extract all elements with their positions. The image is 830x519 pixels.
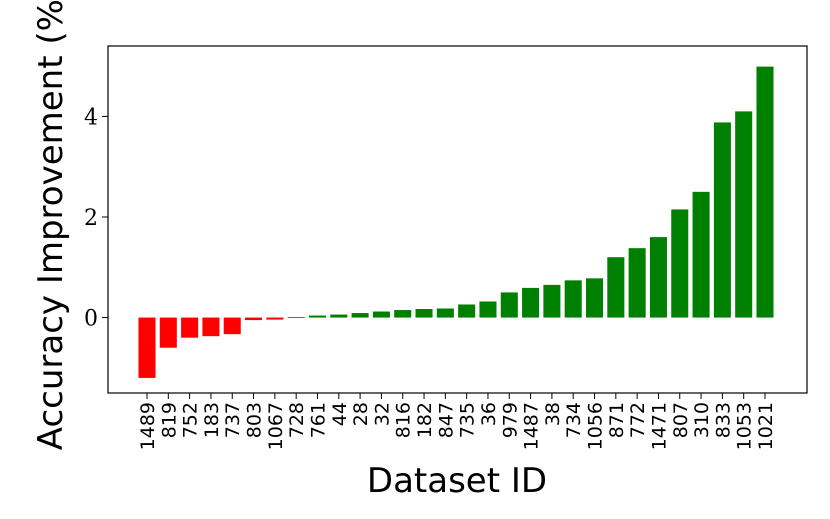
bar-833 xyxy=(713,122,731,318)
x-tick-label: 1471 xyxy=(648,402,670,450)
x-tick-label: 36 xyxy=(478,402,500,426)
y-axis-ticks: 0 2 4 xyxy=(84,105,108,332)
x-tick-label: 979 xyxy=(499,402,521,438)
bar-1053 xyxy=(735,111,753,318)
bar-1067 xyxy=(266,317,284,320)
y-tick-label: 2 xyxy=(84,206,98,231)
bar-761 xyxy=(308,315,327,318)
x-tick-label: 1021 xyxy=(755,402,777,450)
x-tick-label: 1067 xyxy=(265,402,287,450)
x-tick-label: 44 xyxy=(329,402,351,426)
bar-979 xyxy=(500,292,518,318)
x-tick-label: 807 xyxy=(670,402,692,438)
bar-183 xyxy=(202,317,220,337)
bar-28 xyxy=(351,313,369,318)
bar-182 xyxy=(415,309,433,318)
x-tick-label: 737 xyxy=(222,402,244,438)
bar-32 xyxy=(372,311,390,318)
x-tick-label: 761 xyxy=(307,402,329,438)
bar-871 xyxy=(607,257,625,318)
x-tick-label: 32 xyxy=(371,402,393,426)
bar-310 xyxy=(692,191,710,318)
bar-1487 xyxy=(522,287,540,318)
x-tick-label: 1056 xyxy=(585,402,607,450)
x-tick-label: 847 xyxy=(435,402,457,438)
x-tick-label: 728 xyxy=(286,402,308,438)
x-tick-label: 734 xyxy=(563,402,585,438)
x-tick-label: 803 xyxy=(244,402,266,438)
x-tick-label: 833 xyxy=(712,402,734,438)
bar-38 xyxy=(543,284,561,318)
y-tick-label: 0 xyxy=(84,307,98,332)
bar-734 xyxy=(564,280,582,318)
bar-735 xyxy=(458,304,476,318)
x-tick-label: 1489 xyxy=(137,402,159,450)
x-tick-label: 28 xyxy=(350,402,372,426)
bar-1471 xyxy=(649,237,667,318)
x-tick-label: 752 xyxy=(180,402,202,438)
x-tick-label: 1053 xyxy=(734,402,756,450)
x-tick-label: 819 xyxy=(158,402,180,438)
x-tick-label: 871 xyxy=(606,402,628,438)
y-tick-label: 4 xyxy=(84,105,98,130)
x-tick-label: 816 xyxy=(393,402,415,438)
plot-area-frame xyxy=(107,45,808,394)
bar-1056 xyxy=(585,278,604,318)
bar-728 xyxy=(287,317,305,318)
x-axis-ticks: 1489 819 752 183 737 803 1067 728 761 44 28 32 816 18… xyxy=(137,393,777,450)
x-tick-label: 38 xyxy=(542,402,564,426)
bars-group xyxy=(138,66,774,378)
bar-772 xyxy=(628,248,646,318)
bar-847 xyxy=(436,308,454,318)
x-tick-label: 772 xyxy=(627,402,649,438)
bar-816 xyxy=(394,310,412,318)
x-tick-label: 183 xyxy=(201,402,223,438)
bar-44 xyxy=(330,314,348,318)
bar-1021 xyxy=(756,66,774,318)
bar-36 xyxy=(479,301,497,318)
x-tick-label: 1487 xyxy=(521,402,543,450)
bar-1489 xyxy=(138,317,156,378)
y-axis-title: Accuracy Improvement (%) xyxy=(31,0,71,450)
bar-737 xyxy=(223,317,241,335)
x-axis-title: Dataset ID xyxy=(367,461,547,501)
bar-819 xyxy=(159,317,177,348)
bar-752 xyxy=(181,317,199,338)
x-tick-label: 735 xyxy=(457,402,479,438)
bar-803 xyxy=(245,317,263,321)
bar-807 xyxy=(671,209,689,318)
x-tick-label: 310 xyxy=(691,402,713,438)
x-tick-label: 182 xyxy=(414,402,436,438)
